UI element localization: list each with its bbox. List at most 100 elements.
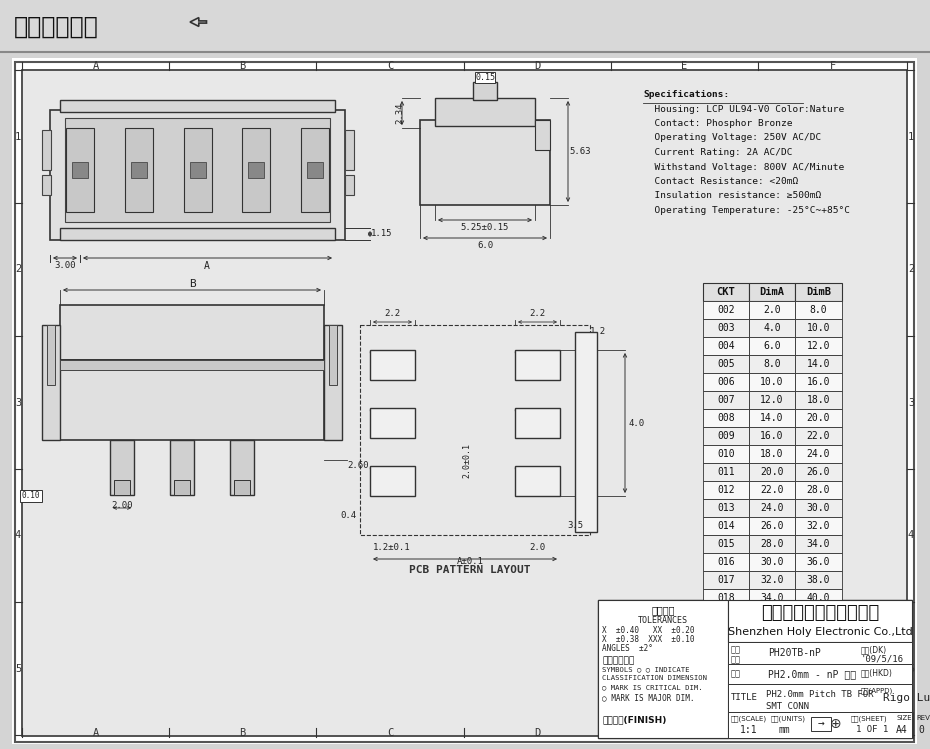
Bar	[749, 499, 795, 517]
Text: 制图(DK): 制图(DK)	[861, 645, 887, 654]
Text: 0.4: 0.4	[340, 511, 356, 520]
Bar	[703, 445, 749, 463]
Text: 009: 009	[717, 431, 735, 441]
Text: 44.0: 44.0	[806, 629, 830, 639]
Bar	[703, 283, 749, 301]
Text: 014: 014	[717, 521, 735, 531]
Text: E: E	[682, 61, 687, 71]
Text: 8.0: 8.0	[764, 359, 781, 369]
Text: 26.0: 26.0	[760, 521, 784, 531]
Text: 20.0: 20.0	[806, 413, 830, 423]
Text: mm: mm	[778, 725, 790, 735]
Bar	[345, 130, 354, 170]
Text: 24.0: 24.0	[760, 503, 784, 513]
Bar	[795, 481, 842, 499]
Bar	[23, 71, 906, 735]
Bar	[795, 463, 842, 481]
Bar	[749, 355, 795, 373]
Text: 3.5: 3.5	[567, 521, 583, 530]
Bar	[795, 535, 842, 553]
Text: 3: 3	[908, 398, 914, 407]
Text: 16.0: 16.0	[806, 377, 830, 387]
Bar	[703, 553, 749, 571]
Text: 单位(UNITS): 单位(UNITS)	[771, 715, 806, 721]
Text: 017: 017	[717, 575, 735, 585]
Text: 005: 005	[717, 359, 735, 369]
Text: 10.0: 10.0	[806, 323, 830, 333]
Text: 14.0: 14.0	[806, 359, 830, 369]
Text: PH20TB-nP: PH20TB-nP	[768, 648, 821, 658]
Text: 1:1: 1:1	[740, 725, 758, 735]
Text: 20.0: 20.0	[760, 467, 784, 477]
Text: 38.0: 38.0	[760, 629, 784, 639]
Bar	[60, 305, 324, 360]
Text: →: →	[817, 719, 824, 729]
Text: 012: 012	[717, 485, 735, 495]
Bar	[703, 355, 749, 373]
Text: 4: 4	[908, 530, 914, 541]
Text: 2.0: 2.0	[764, 305, 781, 315]
Bar	[370, 408, 415, 438]
Text: 011: 011	[717, 467, 735, 477]
Text: B: B	[239, 728, 246, 738]
Text: D: D	[535, 728, 540, 738]
Text: 30.0: 30.0	[806, 503, 830, 513]
Bar	[703, 535, 749, 553]
Bar	[473, 82, 497, 100]
Bar	[795, 499, 842, 517]
Text: 2: 2	[15, 264, 21, 274]
Bar	[703, 499, 749, 517]
Text: '09/5/16: '09/5/16	[861, 654, 904, 663]
Bar	[749, 481, 795, 499]
Text: 1: 1	[908, 132, 914, 142]
Text: Withstand Voltage: 800V AC/Minute: Withstand Voltage: 800V AC/Minute	[643, 163, 844, 172]
Bar	[728, 712, 912, 738]
Text: 22.0: 22.0	[760, 485, 784, 495]
Text: 一般公差: 一般公差	[651, 605, 675, 615]
Text: 工程
图号: 工程 图号	[731, 645, 741, 664]
Bar	[749, 463, 795, 481]
Text: 5: 5	[908, 664, 914, 673]
Bar	[728, 600, 912, 642]
Text: 在线图纸下载: 在线图纸下载	[14, 15, 99, 39]
Text: SMT CONN: SMT CONN	[766, 702, 809, 711]
Bar	[475, 72, 495, 83]
Text: 002: 002	[717, 305, 735, 315]
Bar	[795, 409, 842, 427]
Bar	[795, 391, 842, 409]
Bar	[795, 589, 842, 607]
Text: ○ MARK IS CRITICAL DIM.: ○ MARK IS CRITICAL DIM.	[602, 684, 703, 690]
Text: 校准(APPD): 校准(APPD)	[861, 687, 893, 694]
Text: 30.0: 30.0	[760, 557, 784, 567]
Text: 008: 008	[717, 413, 735, 423]
Bar	[795, 607, 842, 625]
Bar	[749, 589, 795, 607]
Bar	[728, 684, 912, 712]
Bar	[125, 128, 153, 212]
Bar	[703, 463, 749, 481]
Bar	[703, 319, 749, 337]
Text: PH2.0mm Pitch TB FOR: PH2.0mm Pitch TB FOR	[766, 690, 873, 699]
Text: D: D	[535, 61, 540, 71]
Text: Insulation resistance: ≥500mΩ: Insulation resistance: ≥500mΩ	[643, 192, 821, 201]
Bar	[703, 517, 749, 535]
Text: 6.0: 6.0	[477, 241, 493, 250]
Text: 12.0: 12.0	[806, 341, 830, 351]
Bar	[795, 571, 842, 589]
Text: Contact: Phosphor Bronze: Contact: Phosphor Bronze	[643, 119, 792, 128]
Bar	[749, 571, 795, 589]
Bar	[42, 130, 51, 170]
Text: SIZE: SIZE	[896, 715, 911, 721]
Text: 0: 0	[918, 725, 923, 735]
Bar	[749, 391, 795, 409]
Bar	[749, 553, 795, 571]
Text: Shenzhen Holy Electronic Co.,Ltd: Shenzhen Holy Electronic Co.,Ltd	[727, 627, 912, 637]
Text: 1: 1	[15, 132, 21, 142]
Text: 18.0: 18.0	[806, 395, 830, 405]
Text: Rigo Lu: Rigo Lu	[883, 693, 930, 703]
Bar	[60, 360, 324, 370]
Bar	[20, 490, 42, 502]
Bar	[72, 162, 88, 178]
Bar	[749, 337, 795, 355]
Bar	[703, 607, 749, 625]
